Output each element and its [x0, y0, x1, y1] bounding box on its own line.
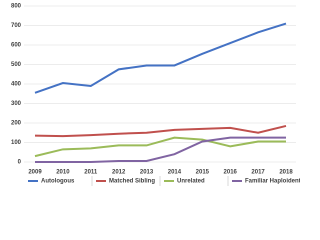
y-tick-label: 700: [11, 23, 22, 29]
legend-label: Matched Sibling: [109, 179, 155, 185]
x-tick-label: 2009: [28, 170, 42, 176]
series-line: [34, 22, 287, 94]
x-tick-label: 2012: [112, 170, 126, 176]
x-tick-label: 2013: [140, 170, 154, 176]
legend-label: Autologous: [41, 179, 75, 185]
legend-label: Familiar Haploidentical: [245, 179, 300, 185]
series-line: [34, 136, 286, 158]
y-tick-label: 100: [11, 140, 22, 146]
y-tick-label: 600: [11, 43, 22, 49]
x-tick-label: 2014: [168, 170, 182, 176]
x-tick-label: 2016: [224, 170, 238, 176]
series-line: [34, 124, 287, 138]
x-tick-label: 2018: [279, 170, 293, 176]
x-tick-label: 2011: [84, 170, 98, 176]
series-line: [35, 136, 286, 163]
y-tick-label: 200: [11, 121, 22, 127]
x-tick-label: 2010: [56, 170, 70, 176]
y-tick-label: 400: [11, 82, 22, 88]
y-tick-label: 500: [11, 62, 22, 68]
y-tick-label: 300: [11, 101, 22, 107]
chart: 0 100 200 300 400 500 600 700 800 2009 2010 2011 201…: [11, 4, 300, 186]
y-tick-label: 800: [11, 4, 22, 10]
x-tick-label: 2015: [196, 170, 210, 176]
legend-label: Unrelated: [177, 179, 205, 185]
y-tick-label: 0: [18, 160, 22, 166]
x-tick-label: 2017: [251, 170, 265, 176]
